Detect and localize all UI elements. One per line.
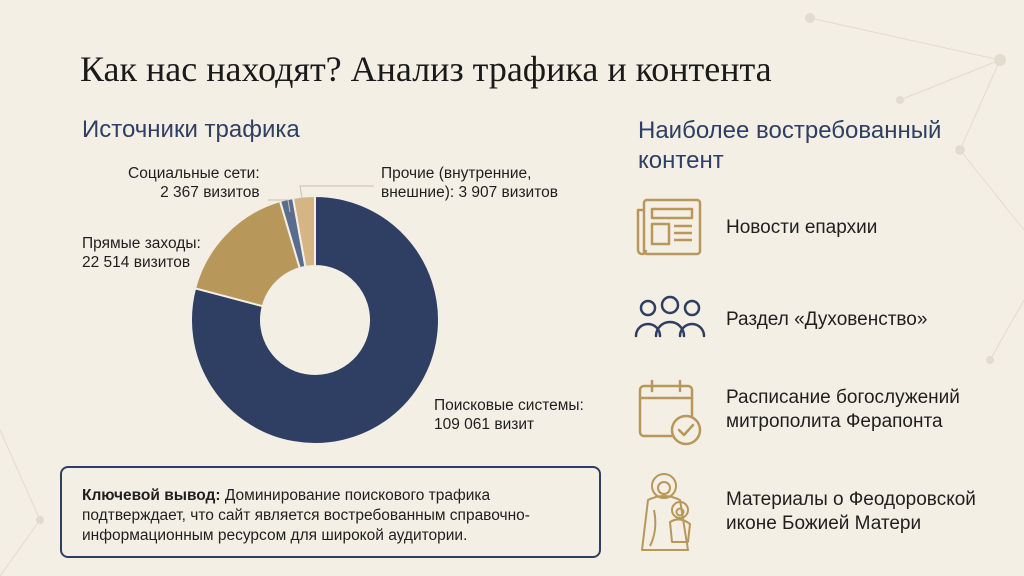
key-conclusion-text: Доминирование поискового трафика подтвер… [82,487,530,544]
content-item-schedule: Расписание богослужений митрополита Фера… [634,378,1014,458]
slice-label-other: Прочие (внутренние, внешние): 3 907 визи… [381,164,558,202]
leader-line-other [299,185,374,199]
slice-label-other-line-1: Прочие (внутренние, [381,165,532,182]
slice-label-other-line-2: внешние): 3 907 визитов [381,184,558,201]
donut-slice-other [291,194,316,269]
page-title: Как нас находят? Анализ трафика и контен… [80,49,772,89]
newspaper-icon [636,198,702,256]
content-item-icon-materials-line-1: Материалы о Феодоровской [726,489,976,510]
content-item-clergy-line-1: Раздел «Духовенство» [726,309,928,330]
content-item-icon-materials-label: Материалы о Феодоровской иконе Божией Ма… [726,488,976,536]
slice-label-direct-line-2: 22 514 визитов [82,254,191,271]
popular-content-heading-line-2: контент [638,147,724,174]
calendar-check-icon [638,379,702,446]
donut-slice-search [190,194,440,445]
content-item-schedule-label: Расписание богослужений митрополита Фера… [726,386,960,434]
popular-content-heading-line-1: Наиболее востребованный [638,117,942,144]
key-conclusion-box: Ключевой вывод: Доминирование поискового… [60,466,601,558]
icon-image [641,473,691,551]
slice-label-search-line-1: Поисковые системы: [434,397,584,414]
content-item-news-line-1: Новости епархии [726,217,878,238]
content-item-schedule-line-1: Расписание богослужений [726,387,960,408]
slice-label-social: Социальные сети: 2 367 визитов [128,164,260,202]
slice-label-direct: Прямые заходы: 22 514 визитов [82,234,201,272]
people-icon [634,295,706,338]
content-item-schedule-line-2: митрополита Ферапонта [726,411,943,432]
slice-label-search-line-2: 109 061 визит [434,416,535,433]
content-item-news: Новости епархии [634,196,1014,276]
popular-content-heading: Наиболее востребованный контент [638,116,998,176]
slice-label-social-line-1: Социальные сети: [128,165,260,182]
key-conclusion-lead: Ключевой вывод: [82,487,221,504]
content-item-clergy: Раздел «Духовенство» [634,292,1014,372]
slice-label-direct-line-1: Прямые заходы: [82,235,201,252]
content-item-news-label: Новости епархии [726,216,877,240]
slice-label-social-line-2: 2 367 визитов [160,184,260,201]
content-item-icon-materials: Материалы о Феодоровской иконе Божией Ма… [634,470,1014,551]
content-item-clergy-label: Раздел «Духовенство» [726,308,927,332]
leader-line-social [268,199,291,213]
slice-label-search: Поисковые системы: 109 061 визит [434,396,584,434]
content-item-icon-materials-line-2: иконе Божией Матери [726,513,922,534]
traffic-sources-heading: Источники трафика [82,116,300,143]
